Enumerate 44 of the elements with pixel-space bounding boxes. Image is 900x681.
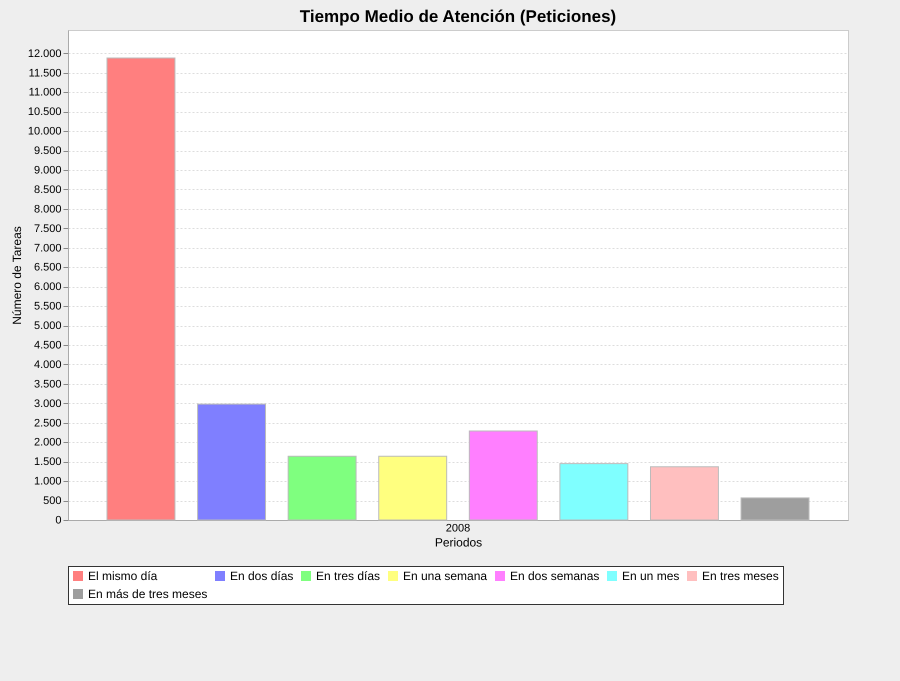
legend-label: En tres meses [702,569,779,583]
bar [378,456,448,520]
y-tick-label: 2.500 [34,417,62,430]
y-tick-label: 2.000 [34,436,62,449]
y-tick-label: 7.500 [34,222,62,235]
chart-title: Tiempo Medio de Atención (Peticiones) [300,7,616,26]
legend-label: En más de tres meses [88,587,208,601]
y-tick-label: 8.500 [34,184,62,196]
y-tick-label: 3.500 [34,378,62,390]
y-tick-label: 9.000 [34,164,62,176]
y-tick-label: 4.000 [34,358,62,371]
y-tick-label: 7.000 [34,242,62,254]
legend-label: En dos semanas [510,569,600,583]
bar [650,466,719,520]
bar [468,430,538,520]
y-tick-label: 4.500 [34,340,62,352]
bar [106,58,176,520]
y-tick-label: 6.500 [34,262,62,274]
y-tick-label: 11.000 [28,86,62,99]
bar [197,404,266,520]
legend-label: En un mes [622,569,680,583]
y-tick-label: 1.000 [34,476,62,488]
y-tick-label: 9.500 [34,145,62,158]
y-tick-label: 12.000 [28,48,62,60]
legend-label: El mismo día [88,569,158,583]
y-tick-label: 0 [55,514,62,526]
y-tick-label: 11.500 [28,67,62,80]
y-tick-label: 5.000 [34,320,62,332]
y-tick-label: 500 [43,495,62,508]
bar [288,456,357,520]
x-axis-title: Periodos [434,536,482,550]
legend-label: En una semana [403,569,488,583]
y-tick-label: 3.000 [34,398,62,410]
y-tick-label: 10.500 [28,106,62,118]
y-tick-label: 6.000 [34,281,62,294]
y-tick-label: 8.000 [34,203,62,216]
y-tick-label: 10.000 [28,126,62,138]
x-tick-label: 2008 [446,522,470,534]
y-tick-label: 1.500 [34,456,62,468]
y-tick-label: 5.500 [34,300,62,313]
legend-label: En dos días [230,569,294,583]
y-axis-title: Número de Tareas [10,226,24,325]
legend-label: En tres días [316,569,380,583]
bar [559,463,628,520]
